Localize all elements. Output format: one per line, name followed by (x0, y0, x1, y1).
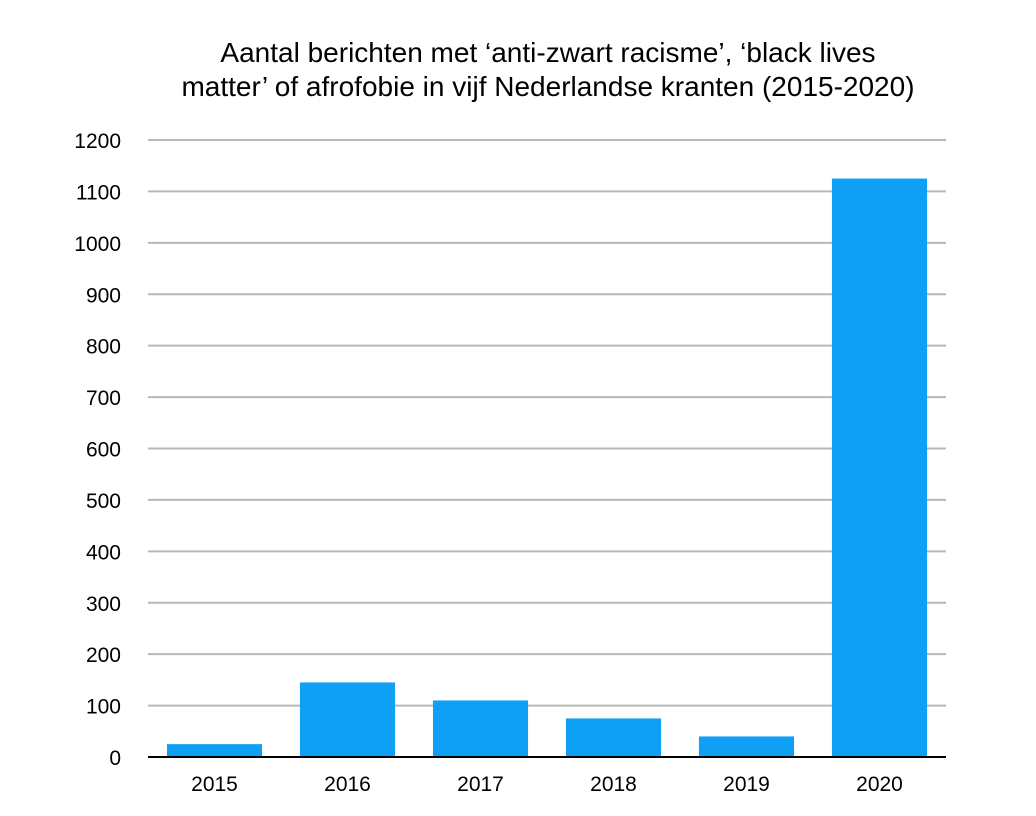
y-tick-label: 1200 (74, 130, 121, 153)
chart-title: Aantal berichten met ‘anti-zwart racisme… (0, 36, 1036, 104)
x-tick-label: 2015 (191, 773, 238, 796)
bar-2015 (166, 744, 263, 757)
x-tick-label: 2020 (856, 773, 903, 796)
y-tick-label: 1000 (74, 233, 121, 256)
chart-title-line-1: Aantal berichten met ‘anti-zwart racisme… (220, 37, 876, 68)
y-tick-label: 900 (86, 284, 121, 307)
y-tick-label: 1100 (76, 181, 121, 204)
x-axis-ticks: 2015 2016 2017 2018 2019 2020 (191, 773, 903, 796)
y-tick-label: 400 (86, 541, 121, 564)
y-tick-label: 300 (86, 593, 121, 616)
y-tick-label: 700 (86, 387, 121, 410)
x-tick-label: 2016 (324, 773, 371, 796)
y-tick-label: 800 (86, 336, 121, 359)
bar-2018 (565, 718, 662, 757)
chart-title-line-2: matter’ of afrofobie in vijf Nederlandse… (181, 71, 915, 102)
bar-2019 (698, 736, 795, 757)
x-tick-label: 2019 (723, 773, 770, 796)
bars (166, 178, 928, 757)
gridlines (148, 139, 946, 707)
y-tick-label: 0 (109, 747, 121, 770)
bar-2016 (299, 682, 396, 757)
y-tick-label: 100 (86, 696, 121, 719)
y-tick-label: 200 (86, 644, 121, 667)
y-axis-ticks: 0 100 200 300 400 500 600 700 800 900 1000 1100 1200 (74, 130, 121, 770)
y-tick-label: 600 (86, 439, 121, 462)
x-tick-label: 2017 (457, 773, 504, 796)
x-tick-label: 2018 (590, 773, 637, 796)
y-tick-label: 500 (86, 490, 121, 513)
bar-2020 (831, 178, 928, 757)
bar-2017 (432, 700, 529, 757)
